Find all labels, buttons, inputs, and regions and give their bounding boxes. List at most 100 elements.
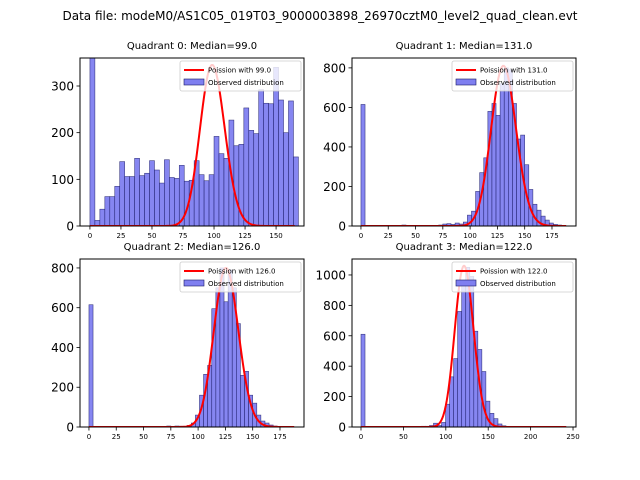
legend-box [451, 261, 574, 293]
histogram-bar [223, 301, 229, 427]
y-tick-label: 0 [66, 220, 74, 234]
legend-label-poisson: Poission with 131.0 [480, 67, 548, 75]
x-tick-label: 175 [545, 232, 558, 240]
histogram-bar [453, 358, 458, 427]
x-tick-label: 175 [273, 433, 286, 441]
x-tick-label: 75 [438, 232, 447, 240]
subplot-title: Quadrant 1: Median=131.0 [396, 41, 533, 52]
subplot-title: Quadrant 0: Median=99.0 [127, 41, 257, 52]
histogram-bar [149, 160, 155, 226]
axes-frame [351, 57, 577, 227]
histogram-bar [233, 145, 240, 226]
y-tick-label: 800 [323, 61, 346, 75]
x-tick-label: 150 [482, 433, 495, 441]
legend-observed-swatch [183, 279, 205, 287]
histogram-bar [109, 196, 116, 226]
y-tick-label: 400 [323, 140, 346, 154]
x-tick-label: 50 [139, 433, 148, 441]
x-tick-label: 100 [191, 433, 204, 441]
histogram-bars [360, 67, 566, 226]
legend-label-poisson: Poission with 99.0 [208, 67, 271, 75]
histogram-bar [253, 133, 260, 226]
y-tick-label: 0 [338, 220, 346, 234]
axes-frame [79, 57, 305, 227]
legend-label-poisson: Poission with 126.0 [208, 268, 276, 276]
histogram-bar [457, 311, 463, 427]
histogram-bar [174, 178, 180, 226]
y-tick-label: 1000 [315, 268, 346, 282]
y-tick-label: 600 [323, 329, 346, 343]
histogram-bar [164, 159, 170, 226]
x-tick-label: 25 [384, 232, 393, 240]
histogram-bar [198, 174, 205, 226]
legend: Poission with 99.0 Observed distribution [179, 60, 302, 92]
histogram-bar [449, 376, 454, 427]
x-tick-label: 25 [116, 232, 125, 240]
y-tick-label: 200 [323, 390, 346, 404]
x-tick-label: 150 [518, 232, 531, 240]
histogram-bar [293, 156, 299, 226]
y-tick-label: 0 [338, 421, 346, 435]
histogram-bar [258, 89, 264, 226]
histogram-bar [144, 172, 150, 226]
histogram-bar [360, 104, 366, 226]
y-tick-label: 400 [51, 341, 74, 355]
histogram-bar [240, 375, 245, 427]
x-tick-label: 200 [524, 433, 537, 441]
axes-frame [351, 258, 577, 428]
histogram-bar [203, 180, 210, 226]
y-tick-label: 800 [51, 261, 74, 275]
histogram-bar [268, 103, 274, 226]
histogram-bar [134, 158, 140, 226]
x-tick-label: 0 [359, 433, 363, 441]
histogram-bar [129, 176, 135, 226]
x-tick-label: 150 [246, 433, 259, 441]
subplot-title: Quadrant 2: Median=126.0 [124, 242, 261, 253]
histogram-bar [227, 269, 233, 427]
subplot-quadrant-2: Quadrant 2: Median=126.0 0 25 50 75 100 125 150… [51, 242, 305, 441]
y-tick-label: 600 [323, 101, 346, 115]
legend-box [451, 60, 574, 92]
x-tick-label: 100 [439, 433, 452, 441]
histogram-bar [461, 282, 467, 427]
histogram-bar [208, 174, 215, 226]
histogram-bar [499, 83, 505, 226]
legend-label-observed: Observed distribution [480, 79, 556, 87]
x-tick-label: 100 [207, 232, 220, 240]
y-tick-label: 400 [323, 360, 346, 374]
histogram-bar [104, 196, 111, 226]
histogram-bar [263, 102, 269, 226]
y-tick-label: 0 [66, 421, 74, 435]
legend-box [179, 261, 302, 293]
y-tick-label: 100 [51, 173, 74, 187]
figure-suptitle: Data file: modeM0/AS1C05_019T03_90000038… [62, 9, 577, 23]
histogram-bar [278, 99, 284, 226]
legend-observed-swatch [183, 78, 205, 86]
histogram-bar [119, 161, 125, 226]
x-tick-label: 50 [411, 232, 420, 240]
y-tick-label: 200 [323, 180, 346, 194]
histogram-bar [283, 132, 289, 226]
histogram-bar [495, 115, 501, 226]
histogram-bar [159, 182, 165, 226]
histogram-bar [99, 208, 106, 226]
histogram-bar [441, 422, 446, 427]
x-tick-label: 50 [148, 232, 157, 240]
subplot-quadrant-1: Quadrant 1: Median=131.0 0 25 50 75 100 125 150… [323, 41, 577, 240]
legend-label-observed: Observed distribution [208, 280, 284, 288]
x-tick-label: 150 [269, 232, 282, 240]
x-tick-label: 75 [166, 433, 175, 441]
x-tick-label: 0 [88, 232, 92, 240]
x-tick-label: 125 [238, 232, 251, 240]
histogram-bar [169, 177, 175, 226]
histogram-bar [223, 158, 230, 226]
legend-label-observed: Observed distribution [208, 79, 284, 87]
histogram-bar [218, 153, 225, 226]
x-tick-label: 125 [219, 433, 232, 441]
axes-frame [79, 258, 305, 428]
y-tick-label: 300 [51, 80, 74, 94]
y-tick-label: 800 [323, 299, 346, 313]
histogram-bar [88, 304, 94, 427]
legend-box [179, 60, 302, 92]
